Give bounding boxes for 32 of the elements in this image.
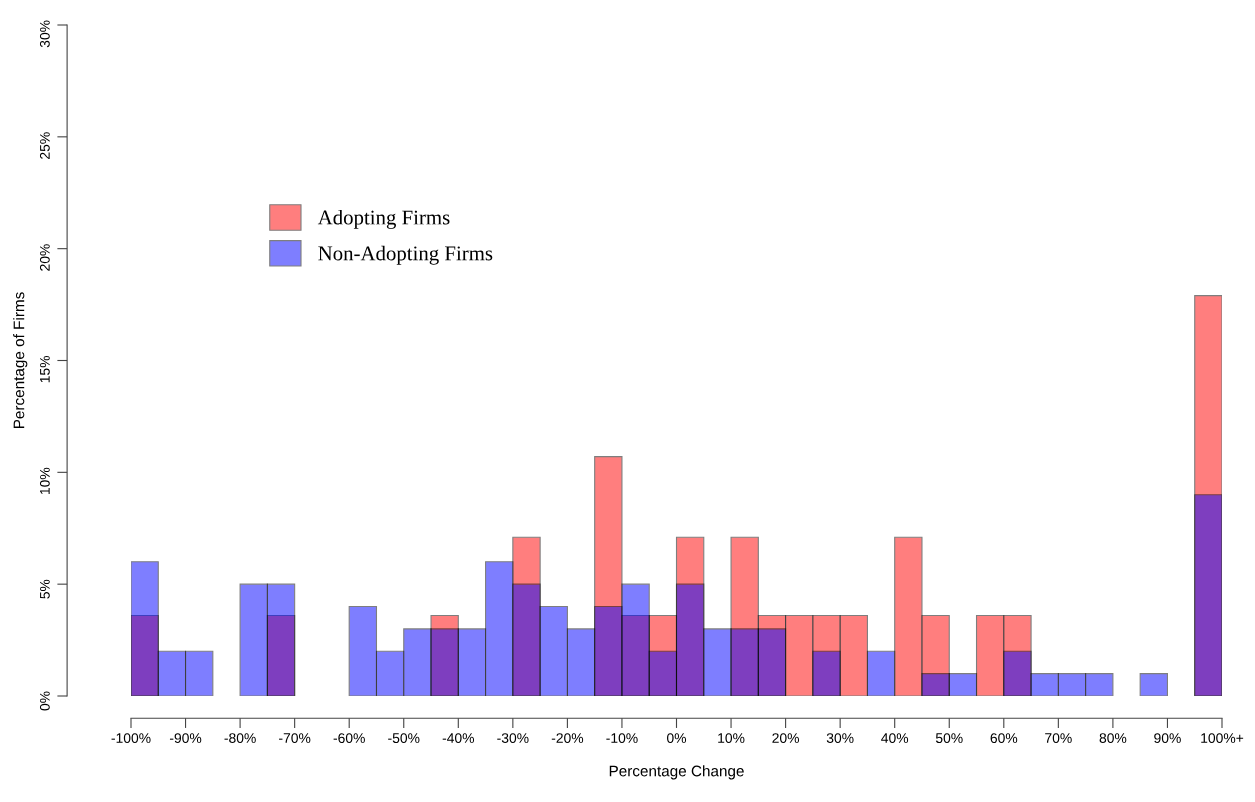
x-tick-label: 100%+ — [1201, 733, 1244, 744]
x-tick-label: 60% — [990, 733, 1018, 744]
x-tick-label: 80% — [1099, 733, 1127, 744]
legend-label: Adopting Firms — [317, 209, 450, 229]
x-tick-label: -80% — [224, 733, 256, 744]
y-tick-label: 20% — [39, 244, 50, 271]
x-axis-title: Percentage Change — [609, 765, 744, 780]
y-tick-label: 25% — [39, 132, 50, 159]
x-tick-label: 70% — [1045, 733, 1072, 744]
x-tick-label: -50% — [388, 733, 420, 744]
x-tick-label: 30% — [826, 733, 854, 744]
y-tick-label: 15% — [40, 355, 50, 383]
x-tick-label: -30% — [497, 733, 529, 744]
y-tick-label: 10% — [39, 467, 50, 495]
y-tick-label: 5% — [40, 579, 50, 599]
y-tick-label: 0% — [39, 691, 50, 711]
x-tick-label: -10% — [606, 733, 638, 744]
x-tick-label: -20% — [551, 733, 584, 744]
x-tick-label: 10% — [718, 733, 745, 744]
y-axis-title: Percentage of Firms — [13, 292, 28, 429]
x-tick-label: -70% — [279, 733, 311, 744]
legend-label: Non-Adopting Firms — [318, 245, 493, 265]
y-tick-label: 30% — [39, 20, 50, 48]
x-tick-label: -100% — [111, 733, 151, 744]
x-tick-label: 50% — [935, 733, 963, 744]
x-tick-label: 90% — [1154, 733, 1181, 744]
x-tick-label: -60% — [333, 733, 365, 744]
x-tick-label: 40% — [881, 733, 909, 744]
x-tick-label: -40% — [442, 733, 475, 744]
x-tick-label: -90% — [169, 733, 202, 744]
x-tick-label: 0% — [667, 733, 687, 744]
x-tick-label: 20% — [772, 733, 800, 744]
